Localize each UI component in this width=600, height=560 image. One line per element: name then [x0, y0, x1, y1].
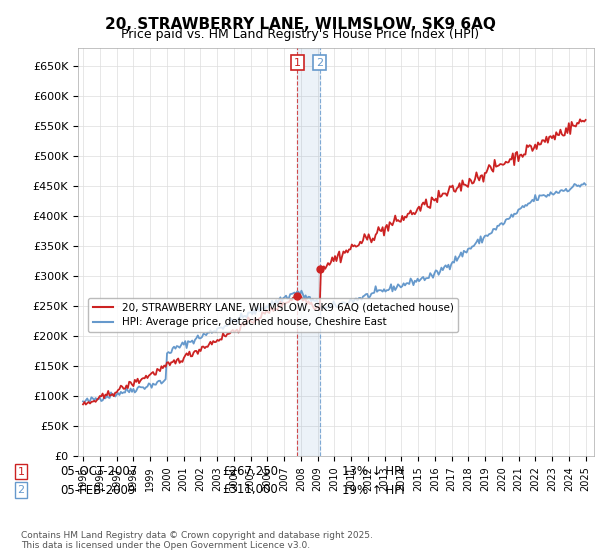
Text: 20, STRAWBERRY LANE, WILMSLOW, SK9 6AQ: 20, STRAWBERRY LANE, WILMSLOW, SK9 6AQ: [104, 17, 496, 32]
Text: 1: 1: [17, 466, 25, 477]
Text: 1: 1: [294, 58, 301, 68]
Text: £267,250: £267,250: [222, 465, 278, 478]
Text: 13% ↓ HPI: 13% ↓ HPI: [342, 465, 404, 478]
Text: 19% ↑ HPI: 19% ↑ HPI: [342, 483, 404, 497]
Text: 05-FEB-2009: 05-FEB-2009: [60, 483, 136, 497]
Legend: 20, STRAWBERRY LANE, WILMSLOW, SK9 6AQ (detached house), HPI: Average price, det: 20, STRAWBERRY LANE, WILMSLOW, SK9 6AQ (…: [88, 298, 458, 332]
Bar: [298, 48, 320, 456]
Text: Price paid vs. HM Land Registry's House Price Index (HPI): Price paid vs. HM Land Registry's House …: [121, 28, 479, 41]
Text: Contains HM Land Registry data © Crown copyright and database right 2025.
This d: Contains HM Land Registry data © Crown c…: [21, 530, 373, 550]
Text: 2: 2: [316, 58, 323, 68]
Text: £311,000: £311,000: [222, 483, 278, 497]
Text: 05-OCT-2007: 05-OCT-2007: [60, 465, 137, 478]
Text: 2: 2: [17, 485, 25, 495]
